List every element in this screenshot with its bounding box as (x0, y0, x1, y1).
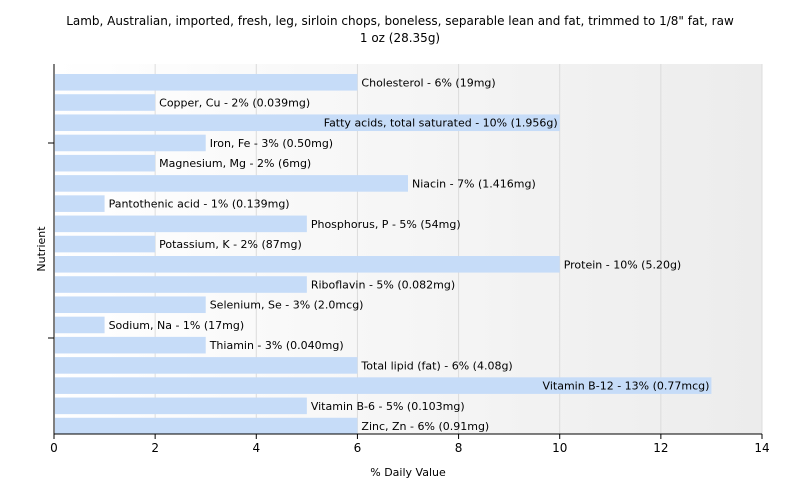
x-tick-label: 4 (252, 441, 260, 455)
bar-label: Niacin - 7% (1.416mg) (412, 177, 536, 190)
bar (55, 417, 358, 435)
bar-label: Copper, Cu - 2% (0.039mg) (159, 97, 310, 110)
bar-label: Total lipid (fat) - 6% (4.08g) (360, 359, 512, 372)
bar-label: Riboflavin - 5% (0.082mg) (311, 279, 455, 292)
bar (55, 74, 358, 91)
bar-label: Protein - 10% (5.20g) (564, 258, 682, 271)
chart-title: Lamb, Australian, imported, fresh, leg, … (66, 14, 734, 28)
x-tick-label: 14 (754, 441, 769, 455)
bar (55, 215, 307, 233)
bar-label: Vitamin B-6 - 5% (0.103mg) (311, 400, 465, 413)
bar-label: Phosphorus, P - 5% (54mg) (311, 218, 461, 231)
x-tick-label: 10 (552, 441, 567, 455)
bar (55, 336, 206, 354)
bar-label: Pantothenic acid - 1% (0.139mg) (109, 198, 290, 211)
x-tick-label: 12 (653, 441, 668, 455)
y-axis-label: Nutrient (35, 226, 48, 272)
bar (55, 175, 408, 192)
bar-label: Iron, Fe - 3% (0.50mg) (210, 137, 333, 150)
bar (55, 235, 156, 253)
bar (55, 357, 358, 374)
bar (55, 154, 156, 172)
bar-label: Zinc, Zn - 6% (0.91mg) (361, 420, 489, 433)
bar-label: Fatty acids, total saturated - 10% (1.95… (324, 117, 558, 130)
x-tick-label: 6 (354, 441, 362, 455)
bar-label: Cholesterol - 6% (19mg) (361, 76, 495, 89)
bar (55, 114, 560, 132)
chart-subtitle: 1 oz (28.35g) (359, 31, 441, 45)
bar-label: Thiamin - 3% (0.040mg) (209, 339, 344, 352)
bar-label: Vitamin B-12 - 13% (0.77mcg) (543, 380, 710, 393)
x-tick-label: 2 (151, 441, 159, 455)
bar-label: Sodium, Na - 1% (17mg) (109, 319, 245, 332)
bar-label: Selenium, Se - 3% (2.0mcg) (210, 299, 364, 312)
bar (55, 195, 105, 212)
bar (55, 316, 105, 334)
bar (55, 377, 712, 394)
bar-label: Magnesium, Mg - 2% (6mg) (159, 157, 311, 170)
x-tick-label: 0 (50, 441, 58, 455)
bar (55, 276, 307, 293)
bar-label: Potassium, K - 2% (87mg) (159, 238, 302, 251)
bar (55, 397, 307, 415)
bar (55, 256, 560, 273)
x-axis-label: % Daily Value (370, 466, 446, 479)
bar (55, 134, 206, 152)
bar (55, 94, 156, 111)
x-tick-label: 8 (455, 441, 463, 455)
bar (55, 296, 206, 314)
